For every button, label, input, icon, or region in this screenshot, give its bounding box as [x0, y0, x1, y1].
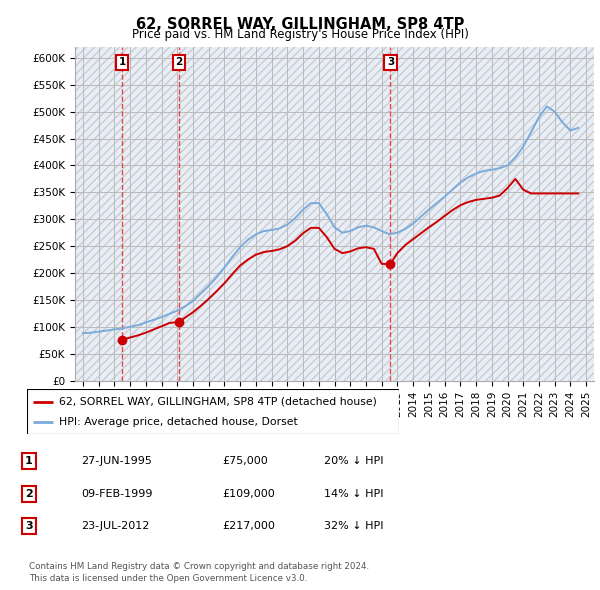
- Text: £75,000: £75,000: [222, 457, 268, 466]
- Text: 14% ↓ HPI: 14% ↓ HPI: [324, 489, 383, 499]
- Text: 62, SORREL WAY, GILLINGHAM, SP8 4TP (detached house): 62, SORREL WAY, GILLINGHAM, SP8 4TP (det…: [59, 397, 376, 407]
- Text: 2: 2: [175, 57, 182, 67]
- Text: 32% ↓ HPI: 32% ↓ HPI: [324, 522, 383, 531]
- Text: 1: 1: [118, 57, 125, 67]
- Text: 62, SORREL WAY, GILLINGHAM, SP8 4TP: 62, SORREL WAY, GILLINGHAM, SP8 4TP: [136, 17, 464, 31]
- Text: 27-JUN-1995: 27-JUN-1995: [81, 457, 152, 466]
- Text: 1: 1: [25, 457, 32, 466]
- Text: 3: 3: [25, 522, 32, 531]
- Text: 23-JUL-2012: 23-JUL-2012: [81, 522, 149, 531]
- Text: 3: 3: [387, 57, 394, 67]
- Text: 09-FEB-1999: 09-FEB-1999: [81, 489, 152, 499]
- Text: £109,000: £109,000: [222, 489, 275, 499]
- Text: 20% ↓ HPI: 20% ↓ HPI: [324, 457, 383, 466]
- Text: HPI: Average price, detached house, Dorset: HPI: Average price, detached house, Dors…: [59, 417, 298, 427]
- Text: Contains HM Land Registry data © Crown copyright and database right 2024.
This d: Contains HM Land Registry data © Crown c…: [29, 562, 369, 583]
- Text: £217,000: £217,000: [222, 522, 275, 531]
- Text: Price paid vs. HM Land Registry's House Price Index (HPI): Price paid vs. HM Land Registry's House …: [131, 28, 469, 41]
- Text: 2: 2: [25, 489, 32, 499]
